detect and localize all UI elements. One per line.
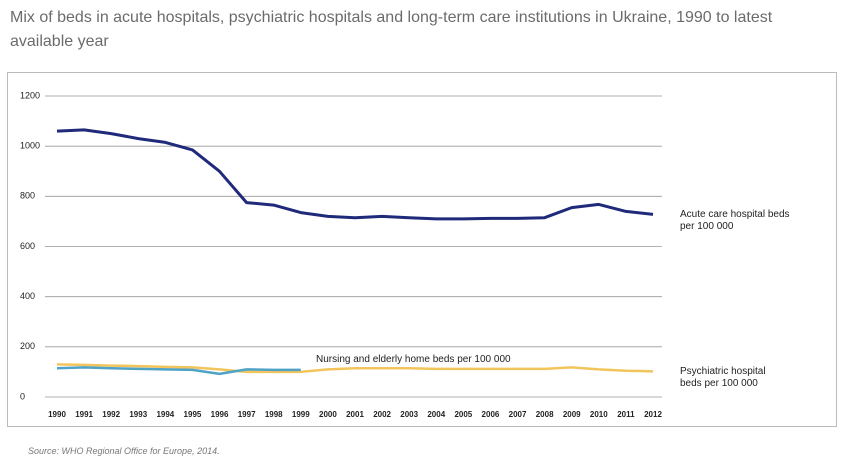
series-label: Acute care hospital beds per 100 000 <box>680 209 790 232</box>
x-tick-label: 1995 <box>184 410 202 419</box>
y-tick-label: 400 <box>20 291 35 301</box>
y-tick-label: 800 <box>20 191 35 201</box>
x-tick-label: 2012 <box>644 410 662 419</box>
y-tick-label: 0 <box>20 391 25 401</box>
series-label: Nursing and elderly home beds per 100 00… <box>316 354 511 365</box>
x-tick-label: 2006 <box>482 410 500 419</box>
x-tick-label: 2000 <box>319 410 337 419</box>
x-tick-label: 1998 <box>265 410 283 419</box>
x-tick-label: 1996 <box>211 410 229 419</box>
y-tick-label: 600 <box>20 241 35 251</box>
chart-frame <box>7 72 837 427</box>
y-tick-label: 1200 <box>20 90 40 100</box>
series-line <box>56 363 654 374</box>
x-tick-label: 1990 <box>48 410 66 419</box>
y-tick-label: 1000 <box>20 141 40 151</box>
x-tick-label: 2008 <box>536 410 554 419</box>
series-line <box>56 128 654 221</box>
x-tick-label: 1997 <box>238 410 256 419</box>
source-note: Source: WHO Regional Office for Europe, … <box>28 446 220 456</box>
series-label: Psychiatric hospital beds per 100 000 <box>680 366 766 389</box>
x-tick-label: 2011 <box>617 410 635 419</box>
chart-title: Mix of beds in acute hospitals, psychiat… <box>10 9 773 50</box>
x-tick-label: 2009 <box>563 410 581 419</box>
x-tick-label: 2003 <box>400 410 418 419</box>
x-tick-label: 1994 <box>156 410 174 419</box>
series-line <box>56 366 301 376</box>
x-tick-label: 2010 <box>590 410 608 419</box>
x-tick-label: 1992 <box>102 410 120 419</box>
x-tick-label: 1991 <box>75 410 93 419</box>
x-tick-label: 1999 <box>292 410 310 419</box>
x-tick-label: 2007 <box>509 410 527 419</box>
x-tick-label: 2005 <box>454 410 472 419</box>
x-tick-label: 2001 <box>346 410 364 419</box>
x-tick-label: 2002 <box>373 410 391 419</box>
x-tick-label: 1993 <box>129 410 147 419</box>
y-tick-label: 200 <box>20 341 35 351</box>
x-tick-label: 2004 <box>427 410 445 419</box>
